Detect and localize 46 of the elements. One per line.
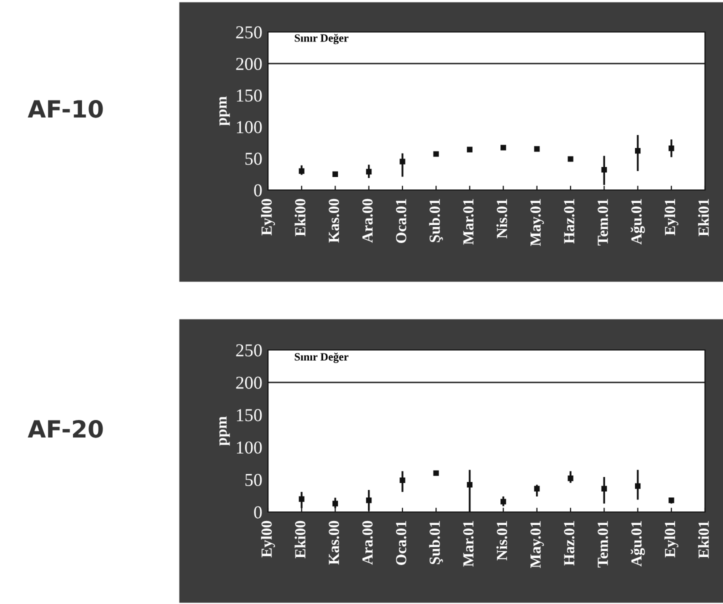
y-axis-title: ppm (219, 96, 230, 126)
x-tick-label: Nis.01 (496, 199, 508, 238)
x-tick-label: Haz.01 (564, 199, 574, 244)
x-tick-label: Eyl01 (664, 199, 678, 236)
x-tick-label: Kas.00 (328, 520, 340, 565)
x-tick-label: Eki01 (698, 199, 709, 236)
x-tick-label: Eki00 (294, 198, 306, 236)
ref-line-label: Sınır Değer (294, 34, 348, 44)
y-tick-label: 200 (236, 58, 262, 70)
y-tick-label: 250 (236, 26, 262, 38)
x-tick-label: Ağu.01 (630, 521, 645, 566)
x-tick-label: Kas.00 (328, 198, 340, 243)
x-tick-label: Ağu.01 (630, 199, 645, 244)
y-tick-label: 100 (236, 441, 262, 454)
x-tick-label: Eyl00 (261, 198, 275, 236)
x-tick-label: Eki01 (698, 521, 709, 558)
y-tick-label: 0 (254, 184, 262, 196)
x-tick-label: Haz.01 (564, 521, 574, 566)
x-tick-label: May.01 (530, 521, 544, 568)
x-tick-label: Mar.01 (463, 199, 474, 245)
y-tick-label: 50 (245, 152, 262, 165)
x-tick-label: Şub.01 (429, 199, 443, 242)
x-tick-label: Mar.01 (463, 521, 474, 567)
y-tick-label: 50 (245, 474, 262, 486)
y-tick-label: 150 (236, 409, 262, 422)
ref-line-label: Sınır Değer (294, 352, 348, 363)
y-axis-title: ppm (219, 416, 230, 446)
x-tick-label: Oca.01 (396, 521, 406, 565)
x-tick-label: Ara.00 (362, 198, 373, 243)
x-tick-label: Eyl00 (261, 520, 275, 558)
x-tick-label: Nis.01 (496, 521, 508, 560)
x-tick-label: May.01 (530, 199, 544, 246)
x-tick-label: Ara.00 (362, 520, 373, 565)
x-tick-label: Tem.01 (598, 521, 608, 568)
y-tick-label: 200 (236, 376, 262, 389)
x-tick-label: Eki00 (294, 520, 306, 558)
x-tick-label: Şub.01 (429, 521, 443, 564)
y-tick-label: 100 (236, 121, 262, 134)
text: AF-10 (28, 100, 103, 118)
y-tick-label: 150 (236, 89, 262, 102)
y-tick-label: 0 (254, 506, 262, 518)
y-tick-label: 250 (236, 344, 262, 356)
x-tick-label: Eyl01 (664, 521, 678, 558)
x-tick-label: Oca.01 (396, 199, 406, 243)
x-tick-label: Tem.01 (598, 199, 608, 246)
text: AF-20 (28, 420, 103, 438)
